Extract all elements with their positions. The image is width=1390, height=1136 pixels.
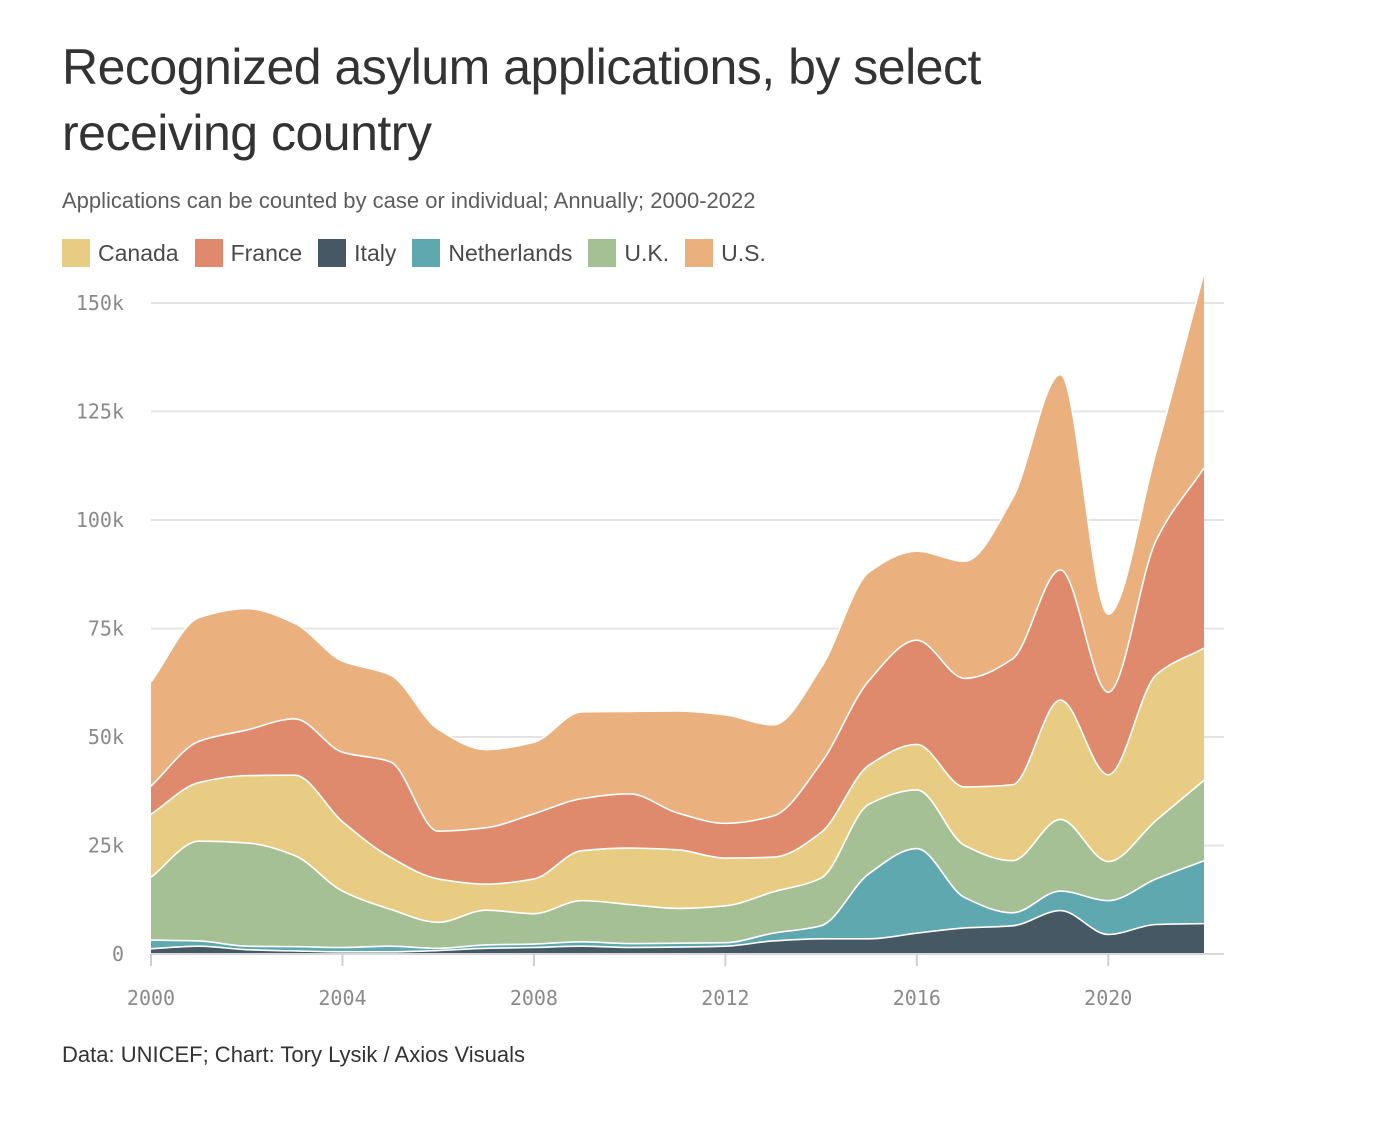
y-tick-label: 75k: [88, 617, 124, 641]
stacked-area-chart: 0 25k 50k 75k 100k 125k 150k 2000 2004 2008 2012 20…: [76, 272, 1224, 1010]
legend-label: Canada: [98, 239, 179, 266]
legend-item-us: U.S.: [685, 239, 766, 267]
legend-swatch: [412, 239, 441, 267]
chart-subtitle: Applications can be counted by case or i…: [62, 188, 756, 213]
legend-swatch: [318, 239, 347, 267]
series-boundary-line: [150, 779, 1205, 924]
series-boundary-line: [150, 847, 1205, 950]
x-tick-label: 2020: [1084, 986, 1132, 1010]
area-netherlands: [151, 848, 1204, 952]
y-tick-label: 150k: [76, 291, 124, 315]
legend-item-france: France: [194, 239, 303, 267]
y-tick-label: 0: [112, 942, 124, 966]
area-canada: [151, 648, 1204, 923]
legend-swatch: [685, 239, 714, 267]
legend-label: U.S.: [721, 239, 766, 266]
area-series: [150, 272, 1205, 954]
series-boundary-line: [150, 909, 1205, 953]
legend-item-netherlands: Netherlands: [412, 239, 572, 267]
y-tick-label: 100k: [76, 508, 124, 532]
y-tick-label: 125k: [76, 400, 124, 424]
legend-item-canada: Canada: [62, 239, 179, 267]
area-italy: [151, 910, 1204, 954]
legend-swatch: [194, 239, 223, 267]
legend-label: Italy: [354, 239, 397, 266]
area-u-s: [151, 272, 1204, 832]
chart-title: Recognized asylum applications, by selec…: [62, 39, 981, 161]
x-tick-label: 2004: [318, 986, 366, 1010]
x-tick-label: 2000: [127, 986, 175, 1010]
y-tick-label: 25k: [88, 834, 124, 858]
area-france: [151, 467, 1204, 885]
legend-swatch: [62, 239, 90, 267]
legend-item-uk: U.K.: [588, 239, 669, 267]
legend-item-italy: Italy: [318, 239, 396, 267]
series-boundary-line: [150, 272, 1205, 751]
legend-label: U.K.: [624, 239, 670, 266]
y-tick-label: 50k: [88, 725, 124, 749]
axes: 0 25k 50k 75k 100k 125k 150k 2000 2004 2008 2012 20…: [76, 291, 1224, 1010]
x-tick-label: 2016: [893, 986, 941, 1010]
x-tick-label: 2012: [701, 986, 749, 1010]
x-tick-label: 2008: [510, 986, 558, 1010]
legend: Canada France Italy Netherlands U.K. U.S…: [62, 238, 782, 268]
legend-swatch: [588, 239, 617, 267]
legend-label: Netherlands: [448, 239, 573, 266]
area-u-k: [151, 780, 1204, 949]
series-boundary-line: [150, 647, 1205, 885]
series-boundary-line: [150, 467, 1205, 832]
legend-label: France: [230, 239, 303, 266]
source-note: Data: UNICEF; Chart: Tory Lysik / Axios …: [62, 1042, 525, 1067]
